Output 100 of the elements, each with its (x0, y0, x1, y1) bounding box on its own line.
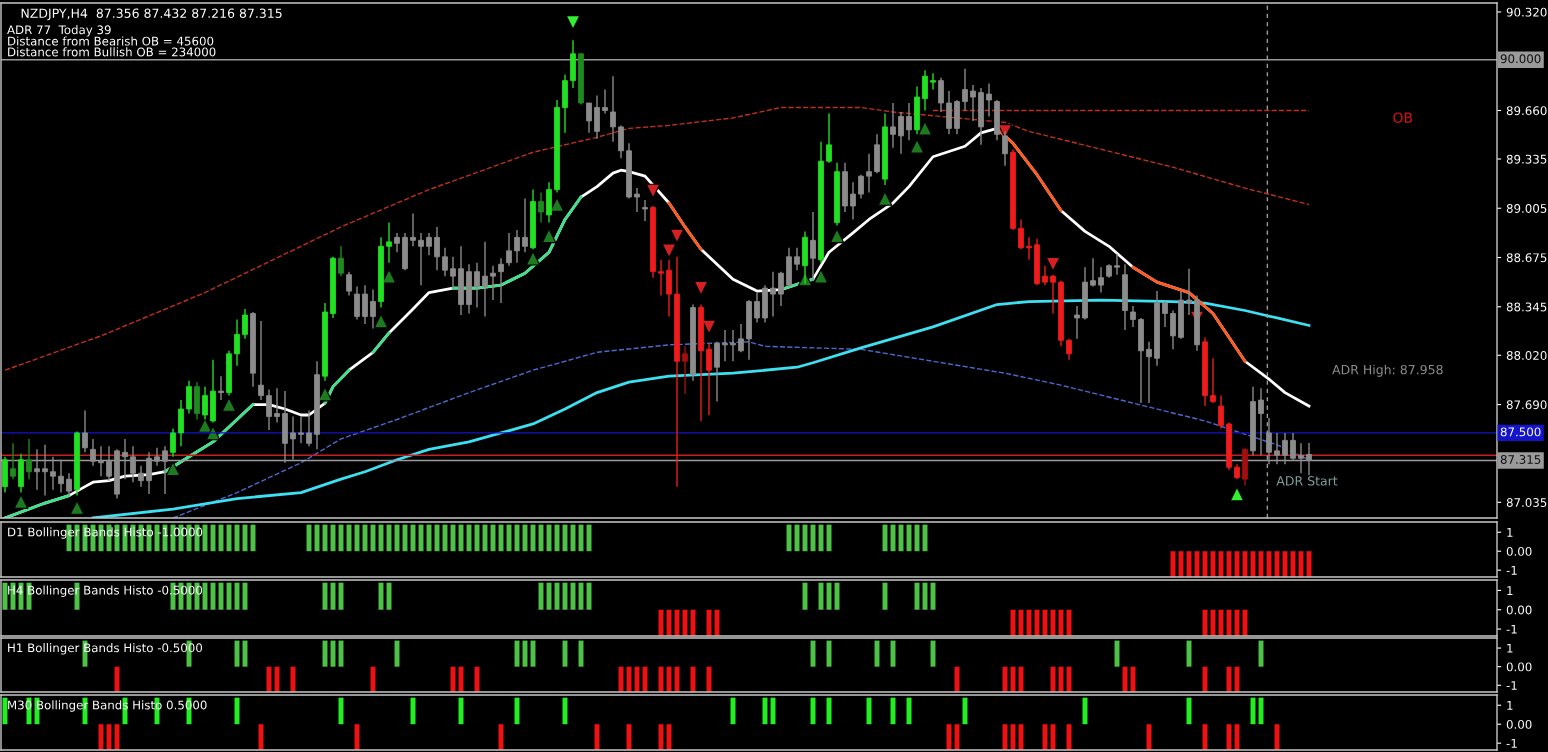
y-tick-label: 89.335 (1506, 154, 1547, 164)
candlestick (890, 102, 896, 149)
candlestick (1186, 268, 1192, 316)
candlestick (858, 173, 864, 200)
candlestick (130, 445, 136, 483)
candlestick (1266, 417, 1272, 465)
candlestick (866, 153, 872, 194)
annotation: ADR 77 Today 39 (7, 25, 111, 37)
candlestick (338, 245, 344, 277)
candlestick (218, 375, 224, 401)
candlestick (1050, 273, 1056, 315)
candlestick (106, 445, 112, 482)
candlestick (538, 191, 544, 224)
candlestick (810, 211, 816, 282)
y-tick-label: -1 (1506, 624, 1517, 634)
candlestick (986, 82, 992, 118)
annotation: Distance from Bullish OB = 234000 (8, 47, 216, 57)
candlestick (42, 444, 48, 497)
ref-line-label: 87.500 (1500, 427, 1541, 437)
candlestick (10, 442, 16, 480)
candlestick (1258, 387, 1264, 456)
candlestick (426, 232, 432, 256)
candlestick (1170, 309, 1176, 351)
annotation: OB (1393, 112, 1412, 123)
candlestick (1290, 432, 1296, 461)
candlestick (386, 221, 392, 264)
y-tick-label: 0.00 (1506, 546, 1532, 556)
point (565, 15, 581, 30)
candlestick (146, 451, 152, 495)
candlestick (306, 409, 312, 448)
candlestick (1146, 341, 1152, 404)
point (877, 191, 893, 206)
candlestick (1090, 257, 1096, 288)
y-tick-label: 89.660 (1506, 106, 1547, 116)
point (645, 183, 661, 199)
candlestick (442, 247, 448, 277)
y-tick-label: 0.00 (1506, 662, 1532, 672)
candlestick (362, 284, 368, 325)
candlestick (274, 387, 280, 424)
candlestick (770, 271, 776, 318)
candlestick (906, 102, 912, 142)
candlestick (1018, 218, 1024, 250)
candlestick (922, 69, 928, 112)
candlestick (346, 271, 352, 297)
candlestick (50, 456, 56, 491)
ref-line-label: 87.315 (1500, 455, 1541, 464)
candlestick (418, 232, 424, 286)
y-tick-label: 1 (1507, 643, 1513, 653)
candlestick (82, 409, 88, 454)
candlestick (666, 259, 672, 318)
candlestick (266, 388, 272, 431)
ref-line-label: 90.000 (1500, 54, 1541, 64)
y-tick-label: -1 (1506, 681, 1517, 690)
candlestick (634, 187, 640, 213)
candlestick (90, 438, 96, 467)
candlestick (98, 445, 104, 477)
candlestick (938, 76, 944, 113)
y-tick-label: 90.320 (1506, 7, 1547, 17)
candlestick (1002, 130, 1008, 167)
y-tick-label: -1 (1506, 739, 1517, 748)
y-tick-label: 1 (1507, 586, 1513, 595)
candlestick (794, 247, 800, 271)
point (165, 461, 181, 477)
candlestick (962, 67, 968, 112)
candlestick (394, 232, 400, 253)
y-tick-label: 89.005 (1506, 203, 1547, 213)
candlestick (970, 84, 976, 122)
candlestick (930, 72, 936, 91)
y-tick-label: -1 (1506, 566, 1517, 575)
candlestick (618, 124, 624, 159)
candlestick (594, 94, 600, 140)
y-tick-label: 88.675 (1506, 253, 1547, 263)
candlestick (506, 232, 512, 267)
candlestick (434, 226, 440, 271)
y-tick-label: 0.00 (1506, 719, 1532, 729)
candlestick (514, 229, 520, 264)
candlestick (162, 445, 168, 495)
candlestick (498, 257, 504, 304)
y-tick-label: 87.035 (1506, 498, 1547, 507)
annotation: ADR Start (1276, 476, 1338, 486)
candlestick (170, 427, 176, 458)
candlestick (1026, 236, 1032, 261)
candlestick (730, 329, 736, 362)
candlestick (474, 262, 480, 309)
candlestick (1282, 432, 1288, 465)
candlestick (722, 329, 728, 362)
point (701, 319, 717, 335)
candlestick (1162, 300, 1168, 328)
candlestick (290, 415, 296, 461)
candlestick (714, 341, 720, 403)
point (69, 500, 85, 515)
candlestick (826, 112, 832, 164)
candlestick (738, 323, 744, 353)
y-tick-label: 1 (1507, 701, 1513, 710)
candlestick (586, 102, 592, 134)
candlestick (354, 285, 360, 321)
candlestick (850, 181, 856, 221)
point (917, 121, 933, 136)
candlestick (602, 88, 608, 115)
candlestick (1042, 265, 1048, 286)
